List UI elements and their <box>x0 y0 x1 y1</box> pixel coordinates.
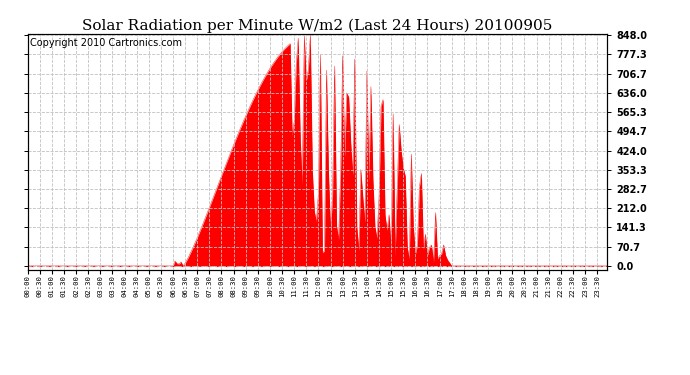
Text: Copyright 2010 Cartronics.com: Copyright 2010 Cartronics.com <box>30 39 182 48</box>
Title: Solar Radiation per Minute W/m2 (Last 24 Hours) 20100905: Solar Radiation per Minute W/m2 (Last 24… <box>82 18 553 33</box>
